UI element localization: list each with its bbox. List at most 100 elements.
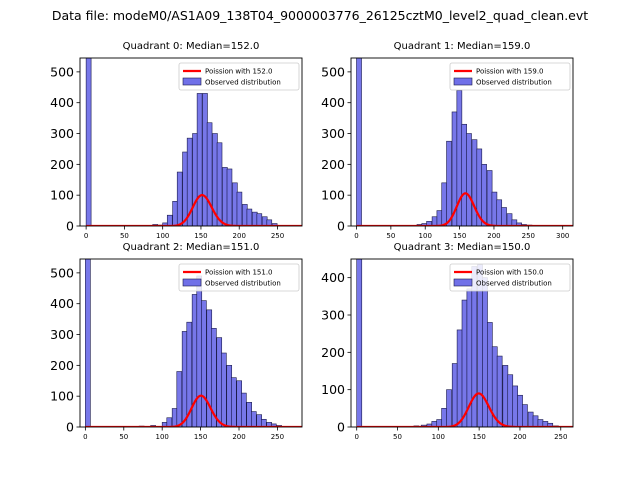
histogram-bar bbox=[85, 259, 91, 427]
histogram-bar bbox=[446, 140, 452, 226]
legend-observed-swatch bbox=[182, 278, 202, 287]
x-tick-label: 200 bbox=[233, 232, 246, 240]
histogram-bar bbox=[216, 142, 223, 226]
legend-poisson-label: Poission with 151.0 bbox=[205, 269, 273, 277]
histogram-bar bbox=[512, 385, 518, 427]
legend-observed-swatch bbox=[182, 77, 202, 86]
legend-box bbox=[449, 263, 571, 292]
x-tick-label: 250 bbox=[271, 433, 284, 441]
histogram-bar bbox=[527, 411, 534, 427]
y-tick-label: 500 bbox=[321, 64, 345, 79]
histogram-bar bbox=[501, 207, 507, 226]
histogram-bar bbox=[486, 170, 493, 226]
histogram-bar bbox=[192, 133, 198, 226]
y-tick-label: 100 bbox=[50, 188, 74, 203]
legend-box bbox=[178, 62, 300, 91]
x-tick-label: 0 bbox=[84, 232, 88, 240]
y-tick-label: 0 bbox=[66, 420, 74, 435]
histogram-bar bbox=[231, 377, 237, 427]
y-tick-label: 400 bbox=[50, 296, 74, 311]
axes-frame bbox=[79, 57, 303, 227]
y-tick-label: 400 bbox=[50, 95, 74, 110]
histogram-bar bbox=[196, 93, 203, 226]
histogram-bar bbox=[532, 415, 539, 427]
histogram-bar bbox=[236, 380, 242, 427]
y-tick-label: 100 bbox=[321, 188, 345, 203]
histogram-bar bbox=[181, 331, 188, 427]
histogram-bar bbox=[491, 191, 498, 226]
y-tick-label: 500 bbox=[50, 265, 74, 280]
histogram-bar bbox=[456, 329, 463, 427]
histogram-bar bbox=[436, 419, 443, 427]
x-tick-label: 200 bbox=[513, 433, 526, 441]
histogram-bar bbox=[182, 151, 188, 226]
histogram-bar bbox=[241, 392, 247, 427]
histogram-bar bbox=[166, 214, 173, 226]
y-tick-label: 400 bbox=[321, 95, 345, 110]
histogram-bar bbox=[496, 199, 503, 226]
histogram-bar bbox=[260, 418, 267, 427]
x-tick-label: 150 bbox=[472, 433, 485, 441]
histogram-bar bbox=[502, 365, 509, 427]
chart-title: Quadrant 2: Median=151.0 bbox=[123, 242, 260, 253]
axes-frame bbox=[350, 57, 574, 227]
legend-box bbox=[449, 62, 571, 91]
y-tick-label: 300 bbox=[50, 327, 74, 342]
x-tick-label: 50 bbox=[393, 433, 402, 441]
histogram-bar bbox=[506, 213, 513, 226]
x-tick-label: 250 bbox=[522, 232, 535, 240]
histogram-bar bbox=[246, 402, 252, 427]
y-tick-label: 300 bbox=[321, 308, 345, 323]
histogram-bar bbox=[266, 219, 273, 226]
y-tick-label: 300 bbox=[50, 126, 74, 141]
histogram-bar bbox=[522, 404, 528, 427]
y-tick-label: 200 bbox=[321, 345, 345, 360]
axes-frame bbox=[79, 258, 303, 428]
x-tick-label: 250 bbox=[554, 433, 567, 441]
histogram-bar bbox=[226, 168, 233, 226]
x-tick-label: 50 bbox=[119, 433, 128, 441]
chart-title: Quadrant 3: Median=150.0 bbox=[394, 242, 531, 253]
histogram-bar bbox=[256, 414, 262, 427]
legend-poisson-label: Poission with 152.0 bbox=[205, 68, 273, 76]
chart-quadrant-0: 0 50 100 150 200 250 0 100 200 300 400 500 Quadrant … bbox=[50, 41, 303, 240]
histogram-bar bbox=[436, 210, 443, 226]
histogram-bar bbox=[206, 122, 213, 226]
x-tick-label: 50 bbox=[120, 232, 129, 240]
histogram-bar bbox=[216, 337, 223, 427]
figure-title: Data file: modeM0/AS1A09_138T04_90000037… bbox=[52, 8, 588, 23]
legend-observed-swatch bbox=[453, 278, 473, 287]
x-tick-label: 0 bbox=[83, 433, 87, 441]
poisson-curve bbox=[356, 392, 573, 427]
legend-observed-label: Observed distribution bbox=[476, 79, 552, 87]
poisson-curve bbox=[356, 192, 573, 226]
y-tick-label: 400 bbox=[321, 270, 345, 285]
x-tick-label: 300 bbox=[556, 232, 569, 240]
x-tick-label: 200 bbox=[487, 232, 500, 240]
histogram-bar bbox=[176, 171, 183, 226]
histogram-bar bbox=[196, 275, 203, 427]
chart-title: Quadrant 0: Median=152.0 bbox=[123, 41, 260, 52]
histogram-bar bbox=[356, 58, 362, 226]
y-tick-label: 100 bbox=[50, 389, 74, 404]
y-tick-label: 100 bbox=[321, 382, 345, 397]
plot-area bbox=[356, 58, 573, 226]
histogram-bar bbox=[226, 365, 233, 427]
histogram-bar bbox=[246, 208, 253, 226]
y-tick-label: 0 bbox=[337, 420, 345, 435]
y-tick-label: 200 bbox=[50, 157, 74, 172]
legend-observed-swatch bbox=[453, 77, 473, 86]
histogram-bar bbox=[466, 133, 472, 226]
histogram-bar bbox=[356, 259, 363, 427]
x-tick-label: 100 bbox=[432, 433, 445, 441]
x-tick-label: 250 bbox=[271, 232, 284, 240]
x-tick-label: 150 bbox=[194, 232, 207, 240]
histogram-bar bbox=[441, 408, 447, 427]
histogram-bar bbox=[171, 408, 178, 427]
legend-poisson-label: Poission with 159.0 bbox=[476, 68, 544, 76]
histogram-bar bbox=[172, 201, 178, 226]
chart-quadrant-3: 0 50 100 150 200 250 0 100 200 300 400 Quadrant 3: … bbox=[321, 242, 574, 441]
legend-box bbox=[178, 263, 300, 292]
histogram-bar bbox=[271, 223, 278, 226]
histogram-bar bbox=[461, 299, 468, 427]
